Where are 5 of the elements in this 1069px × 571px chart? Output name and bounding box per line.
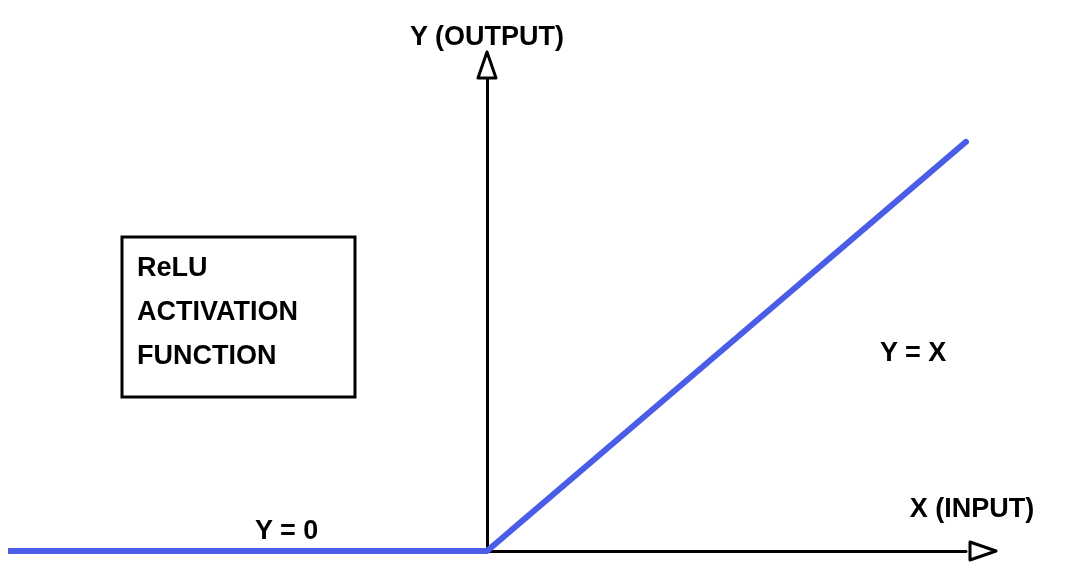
- x-axis-title: X (INPUT): [909, 493, 1035, 523]
- y-axis-title: Y (OUTPUT): [410, 21, 564, 51]
- annotation: Y = X: [880, 337, 947, 367]
- annotation: Y = 0: [255, 515, 319, 545]
- annotation: ReLU ACTIVATION FUNCTION: [137, 252, 298, 370]
